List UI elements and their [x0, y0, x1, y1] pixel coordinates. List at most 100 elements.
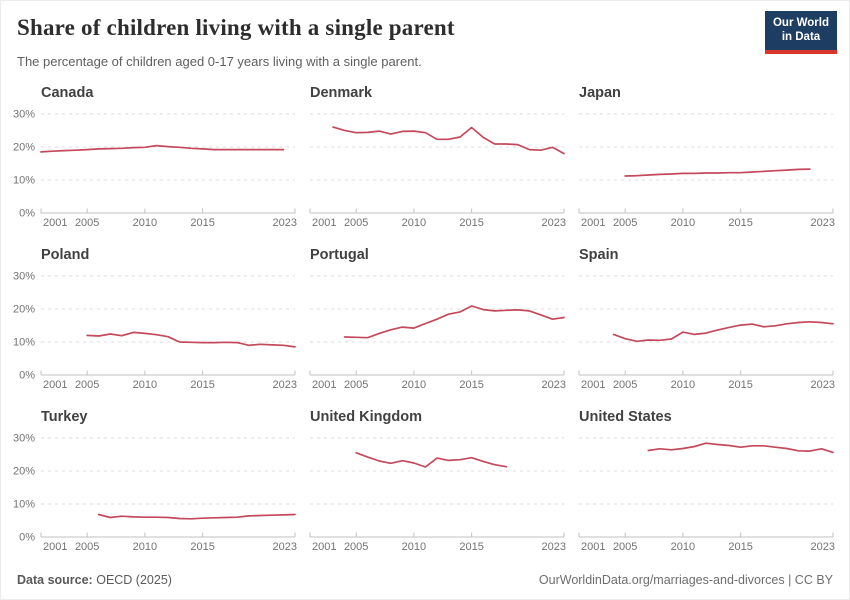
subchart-plot: 2001 2005 2010 2015 2023 [578, 437, 835, 553]
x-tick-label: 2005 [344, 217, 368, 229]
y-tick-label: 30% [13, 270, 35, 282]
x-tick-label: 2023 [542, 379, 566, 391]
subchart-japan: Japan 2001 2005 2010 2015 2023 [578, 85, 835, 235]
x-tick-label: 2015 [459, 379, 483, 391]
y-tick-label: 20% [13, 303, 35, 315]
data-line [647, 442, 834, 454]
x-tick-label: 2010 [671, 379, 695, 391]
subchart-spain: Spain 2001 2005 2010 2015 2023 [578, 247, 835, 397]
data-line [355, 451, 508, 468]
subchart-plot: 2001 2005 2010 2015 2023 0% 10% 20% 30% [13, 432, 297, 553]
subchart-title: Portugal [310, 247, 369, 263]
x-tick-label: 2001 [312, 379, 336, 391]
subchart-plot: 2001 2005 2010 2015 2023 0% 10% 20% 30% [13, 108, 297, 229]
x-tick-label: 2010 [402, 541, 426, 553]
x-tick-label: 2005 [613, 379, 637, 391]
x-tick-label: 2001 [43, 541, 67, 553]
footer-link[interactable]: OurWorldinData.org/marriages-and-divorce… [538, 573, 833, 587]
y-tick-label: 20% [13, 141, 35, 153]
x-tick-label: 2023 [811, 541, 835, 553]
x-tick-label: 2001 [581, 379, 605, 391]
x-tick-label: 2010 [133, 379, 157, 391]
x-tick-label: 2005 [75, 379, 99, 391]
data-line [86, 331, 296, 348]
y-tick-label: 0% [19, 532, 35, 544]
x-tick-label: 2005 [344, 379, 368, 391]
x-tick-label: 2023 [273, 541, 297, 553]
x-tick-label: 2023 [811, 379, 835, 391]
y-tick-label: 0% [19, 370, 35, 382]
subchart-title: United Kingdom [310, 409, 422, 425]
subchart-title: Japan [579, 85, 621, 101]
x-tick-label: 2010 [133, 217, 157, 229]
owid-logo-line1: Our World [772, 17, 829, 29]
x-tick-label: 2001 [43, 217, 67, 229]
x-tick-label: 2015 [728, 379, 752, 391]
data-line [343, 305, 565, 339]
x-tick-label: 2010 [402, 379, 426, 391]
subchart-title: Poland [41, 247, 90, 263]
x-tick-label: 2005 [613, 541, 637, 553]
x-tick-label: 2015 [728, 541, 752, 553]
x-tick-label: 2015 [190, 541, 214, 553]
subchart-plot: 2001 2005 2010 2015 2023 [578, 275, 835, 391]
subchart-title: Denmark [310, 85, 373, 101]
x-tick-label: 2010 [402, 217, 426, 229]
subchart-united-states: United States 2001 2005 2010 2015 2023 [578, 409, 835, 559]
y-tick-label: 0% [19, 208, 35, 220]
y-tick-label: 20% [13, 465, 35, 477]
subchart-turkey: Turkey 2001 2005 2010 2015 2023 0% 10% 20% 30% [13, 409, 297, 559]
data-line [612, 320, 834, 343]
subchart-title: Turkey [41, 409, 88, 425]
x-tick-label: 2023 [273, 217, 297, 229]
subchart-poland: Poland 2001 2005 2010 2015 2023 0% 10% 20% 30% [13, 247, 297, 397]
subchart-plot: 2001 2005 2010 2015 2023 [309, 275, 566, 391]
y-tick-label: 30% [13, 108, 35, 120]
data-line [40, 144, 285, 153]
data-line [97, 513, 296, 520]
subchart-canada: Canada 2001 2005 2010 2015 2023 0% 10% 20% 30% [13, 85, 297, 235]
x-tick-label: 2023 [273, 379, 297, 391]
x-tick-label: 2005 [613, 217, 637, 229]
x-tick-label: 2015 [190, 379, 214, 391]
x-tick-label: 2015 [190, 217, 214, 229]
x-tick-label: 2001 [581, 541, 605, 553]
page-subtitle: The percentage of children aged 0-17 yea… [17, 54, 422, 69]
footer: Data source: OECD (2025) OurWorldinData.… [17, 573, 833, 587]
x-tick-label: 2001 [312, 217, 336, 229]
x-tick-label: 2010 [133, 541, 157, 553]
x-tick-label: 2005 [75, 217, 99, 229]
subchart-plot: 2001 2005 2010 2015 2023 0% 10% 20% 30% [13, 270, 297, 391]
page-title: Share of children living with a single p… [17, 15, 455, 40]
x-tick-label: 2015 [459, 541, 483, 553]
subchart-title: Spain [579, 247, 619, 263]
data-line [624, 168, 811, 177]
x-tick-label: 2010 [671, 217, 695, 229]
subchart-title: United States [579, 409, 672, 425]
x-tick-label: 2023 [542, 541, 566, 553]
data-line [332, 126, 565, 155]
x-tick-label: 2001 [43, 379, 67, 391]
x-tick-label: 2001 [312, 541, 336, 553]
x-tick-label: 2015 [459, 217, 483, 229]
chart-grid: Canada 2001 2005 2010 2015 2023 0% 10% 20% 30% D… [13, 85, 835, 559]
subchart-plot: 2001 2005 2010 2015 2023 [578, 113, 835, 229]
owid-logo[interactable]: Our World in Data [765, 11, 837, 54]
y-tick-label: 10% [13, 174, 35, 186]
subchart-denmark: Denmark 2001 2005 2010 2015 2023 [309, 85, 566, 235]
subchart-portugal: Portugal 2001 2005 2010 2015 2023 [309, 247, 566, 397]
x-tick-label: 2015 [728, 217, 752, 229]
subchart-title: Canada [41, 85, 94, 101]
y-tick-label: 30% [13, 432, 35, 444]
x-tick-label: 2005 [344, 541, 368, 553]
subchart-plot: 2001 2005 2010 2015 2023 [309, 113, 566, 229]
y-tick-label: 10% [13, 336, 35, 348]
owid-logo-line2: in Data [781, 30, 821, 43]
x-tick-label: 2005 [75, 541, 99, 553]
subchart-plot: 2001 2005 2010 2015 2023 [309, 437, 566, 553]
data-source-value: OECD (2025) [96, 573, 172, 587]
data-source: Data source: OECD (2025) [17, 573, 172, 587]
data-source-label: Data source: [17, 573, 93, 587]
x-tick-label: 2023 [811, 217, 835, 229]
y-tick-label: 10% [13, 498, 35, 510]
